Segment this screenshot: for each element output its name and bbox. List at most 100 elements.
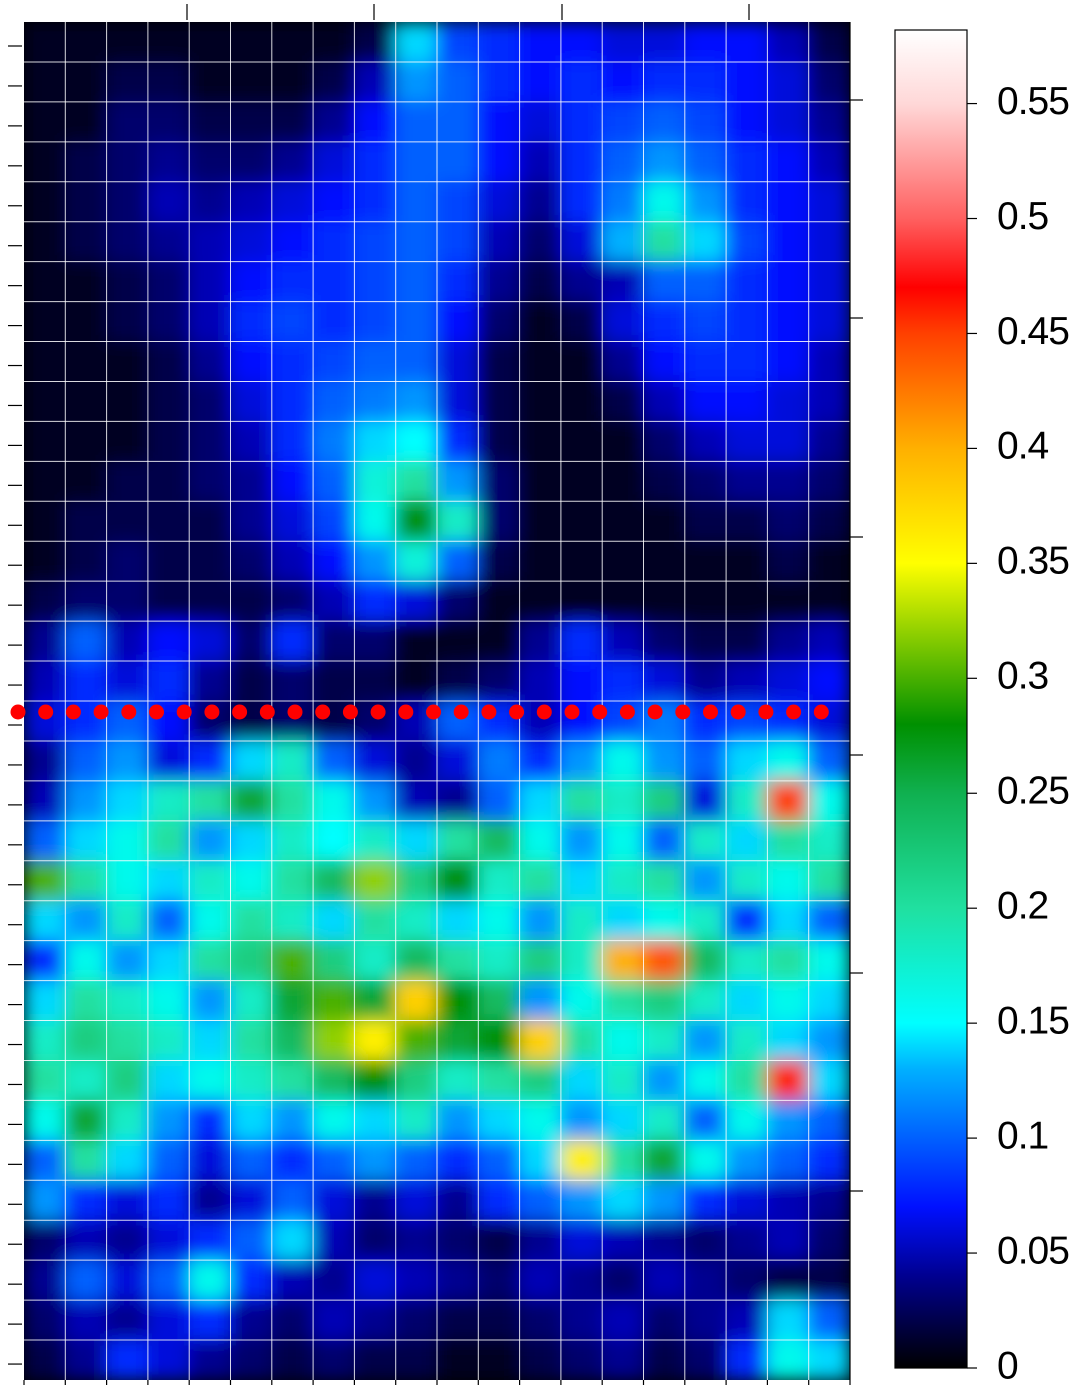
- heat-cell: [437, 860, 479, 901]
- heat-cell: [354, 900, 396, 941]
- heat-cell: [519, 101, 561, 142]
- heat-cell: [437, 421, 479, 462]
- heat-cell: [271, 1180, 313, 1221]
- heat-cell: [230, 1060, 272, 1101]
- heat-cell: [354, 820, 396, 861]
- heat-cell: [726, 1340, 768, 1381]
- heat-cell: [684, 1140, 726, 1181]
- heat-cell: [808, 1100, 850, 1141]
- heat-cell: [643, 1060, 685, 1101]
- heat-cell: [24, 22, 66, 63]
- heat-cell: [478, 1340, 520, 1381]
- heat-cell: [602, 61, 644, 102]
- heat-cell: [519, 1260, 561, 1301]
- heat-cell: [230, 581, 272, 622]
- heat-cell: [437, 581, 479, 622]
- heat-cell: [313, 1220, 355, 1261]
- heat-cell: [808, 501, 850, 542]
- heat-cell: [354, 221, 396, 262]
- heat-cell: [478, 1220, 520, 1261]
- heat-cell: [354, 381, 396, 422]
- heat-cell: [395, 141, 437, 182]
- heat-cell: [271, 940, 313, 981]
- heat-cell: [643, 381, 685, 422]
- heat-cell: [437, 261, 479, 302]
- heat-cell: [106, 421, 148, 462]
- heat-cell: [189, 221, 231, 262]
- heat-cell: [189, 461, 231, 502]
- heat-cell: [808, 980, 850, 1021]
- heat-cell: [395, 221, 437, 262]
- heat-cell: [519, 541, 561, 582]
- heat-cell: [519, 181, 561, 222]
- heat-cell: [602, 1300, 644, 1341]
- heat-cell: [354, 780, 396, 821]
- heat-cell: [65, 341, 107, 382]
- heat-cell: [478, 581, 520, 622]
- heat-cell: [602, 421, 644, 462]
- heat-cell: [189, 820, 231, 861]
- heat-cell: [602, 1340, 644, 1381]
- heat-cell: [519, 341, 561, 382]
- heat-cell: [65, 581, 107, 622]
- heat-cell: [147, 381, 189, 422]
- heat-cell: [808, 1060, 850, 1101]
- heat-cell: [313, 621, 355, 662]
- heat-cell: [313, 541, 355, 582]
- heat-cell: [106, 661, 148, 702]
- heat-cell: [24, 940, 66, 981]
- heat-cell: [106, 1020, 148, 1061]
- heat-cell: [560, 101, 602, 142]
- heat-cell: [684, 1260, 726, 1301]
- heat-cell: [767, 181, 809, 222]
- heat-cell: [230, 141, 272, 182]
- heat-cell: [560, 1180, 602, 1221]
- sample-point: [592, 705, 607, 720]
- heat-cell: [726, 940, 768, 981]
- heat-cell: [24, 221, 66, 262]
- heat-cell: [602, 261, 644, 302]
- heat-cell: [560, 940, 602, 981]
- heat-cell: [313, 141, 355, 182]
- heat-cell: [602, 661, 644, 702]
- heat-cell: [726, 1020, 768, 1061]
- heat-cell: [313, 820, 355, 861]
- heat-cell: [478, 301, 520, 342]
- heat-cell: [313, 661, 355, 702]
- heat-cell: [519, 421, 561, 462]
- heat-cell: [147, 1220, 189, 1261]
- heat-cell: [65, 22, 107, 63]
- heat-cell: [313, 461, 355, 502]
- heat-cell: [395, 1140, 437, 1181]
- heat-cell: [313, 421, 355, 462]
- heat-cell: [602, 1260, 644, 1301]
- sample-point: [94, 705, 109, 720]
- heat-cell: [767, 141, 809, 182]
- heat-cell: [808, 621, 850, 662]
- heat-cell: [643, 661, 685, 702]
- heat-cell: [65, 1260, 107, 1301]
- heat-cell: [313, 301, 355, 342]
- heat-cell: [808, 181, 850, 222]
- heat-cell: [560, 421, 602, 462]
- heat-cell: [437, 1220, 479, 1261]
- heat-cell: [189, 22, 231, 63]
- heat-cell: [684, 1100, 726, 1141]
- heat-cell: [147, 261, 189, 302]
- heat-cell: [65, 221, 107, 262]
- heat-cell: [230, 820, 272, 861]
- heat-cell: [767, 501, 809, 542]
- heat-cell: [24, 1060, 66, 1101]
- heat-cell: [602, 621, 644, 662]
- sample-point: [121, 705, 136, 720]
- heat-cell: [684, 421, 726, 462]
- heat-cell: [560, 61, 602, 102]
- heat-cell: [106, 1300, 148, 1341]
- heat-cell: [808, 1140, 850, 1181]
- heat-cell: [230, 1020, 272, 1061]
- heat-cell: [726, 181, 768, 222]
- heat-cell: [643, 581, 685, 622]
- heat-cell: [65, 621, 107, 662]
- heat-cell: [106, 461, 148, 502]
